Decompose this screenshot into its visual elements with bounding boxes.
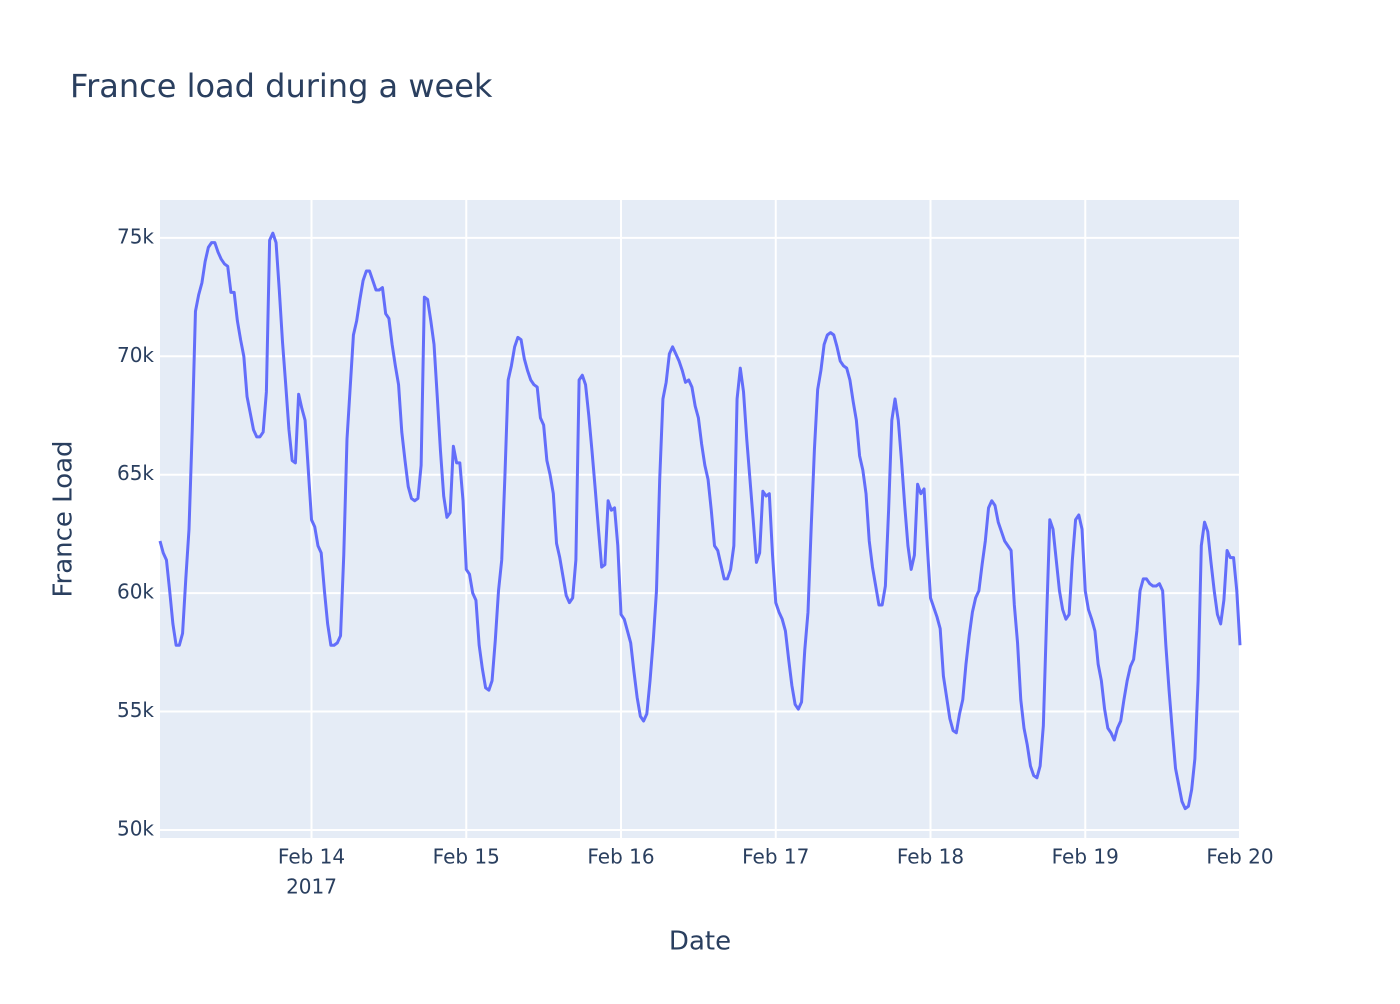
marks [158, 231, 1242, 811]
labels: 50k 55k 60k 65k 70k 75k Feb 14 2017 Feb 15 Feb 16… [117, 224, 1274, 898]
grid [160, 200, 1241, 838]
chart-title: France load during a week [70, 67, 493, 105]
x-tick-label: Feb 20 [1206, 845, 1273, 869]
x-year-label: 2017 [286, 875, 337, 899]
x-tick-label: Feb 17 [742, 845, 809, 869]
y-tick-label: 50k [117, 816, 154, 840]
y-tick-label: 75k [117, 224, 154, 248]
x-tick-label: Feb 15 [433, 845, 500, 869]
x-tick-label: Feb 14 [278, 845, 345, 869]
y-axis-title: France Load [49, 440, 79, 597]
y-tick-label: 65k [117, 461, 154, 485]
x-tick-label: Feb 19 [1052, 845, 1119, 869]
y-tick-label: 60k [117, 580, 154, 604]
x-axis-title: Date [669, 927, 731, 957]
y-tick-label: 55k [117, 698, 154, 722]
x-tick-label: Feb 16 [587, 845, 654, 869]
y-tick-label: 70k [117, 343, 154, 367]
data-line [158, 231, 1242, 811]
plot-background [160, 200, 1240, 838]
x-tick-label: Feb 18 [897, 845, 964, 869]
